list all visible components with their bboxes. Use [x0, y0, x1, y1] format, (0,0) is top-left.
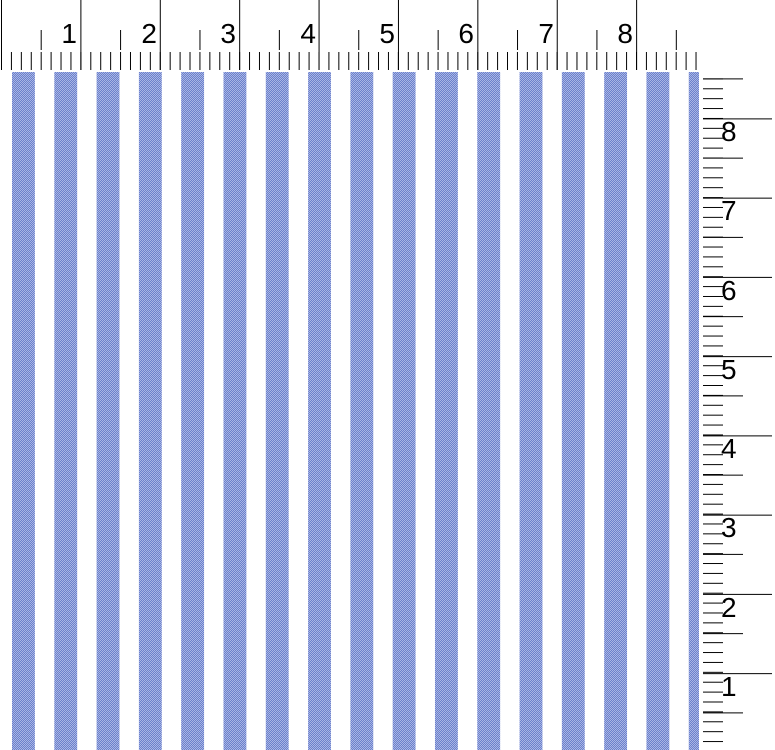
fabric-pattern-canvas[interactable] [0, 72, 699, 750]
top-ruler-label-6: 6 [458, 18, 474, 49]
top-ruler-label-8: 8 [617, 18, 633, 49]
right-ruler: 8 7 6 5 4 3 2 1 [700, 72, 775, 750]
top-ruler-label-3: 3 [220, 18, 236, 49]
top-ruler: 1 2 3 4 5 6 7 8 [0, 0, 775, 72]
right-ruler-label-1: 1 [721, 671, 737, 702]
right-ruler-label-6: 6 [721, 275, 737, 306]
right-ruler-label-8: 8 [721, 116, 737, 147]
right-ruler-label-4: 4 [721, 433, 737, 464]
top-ruler-half-ticks [0, 30, 700, 50]
top-ruler-label-1: 1 [61, 18, 77, 49]
right-ruler-label-7: 7 [721, 195, 737, 226]
top-ruler-label-7: 7 [538, 18, 554, 49]
right-ruler-fine-ticks [703, 72, 723, 744]
top-ruler-label-4: 4 [300, 18, 316, 49]
right-ruler-label-3: 3 [721, 512, 737, 543]
top-ruler-label-2: 2 [141, 18, 157, 49]
right-ruler-label-5: 5 [721, 354, 737, 385]
top-ruler-fine-ticks [0, 52, 699, 70]
top-ruler-label-5: 5 [379, 18, 395, 49]
right-ruler-label-2: 2 [721, 592, 737, 623]
